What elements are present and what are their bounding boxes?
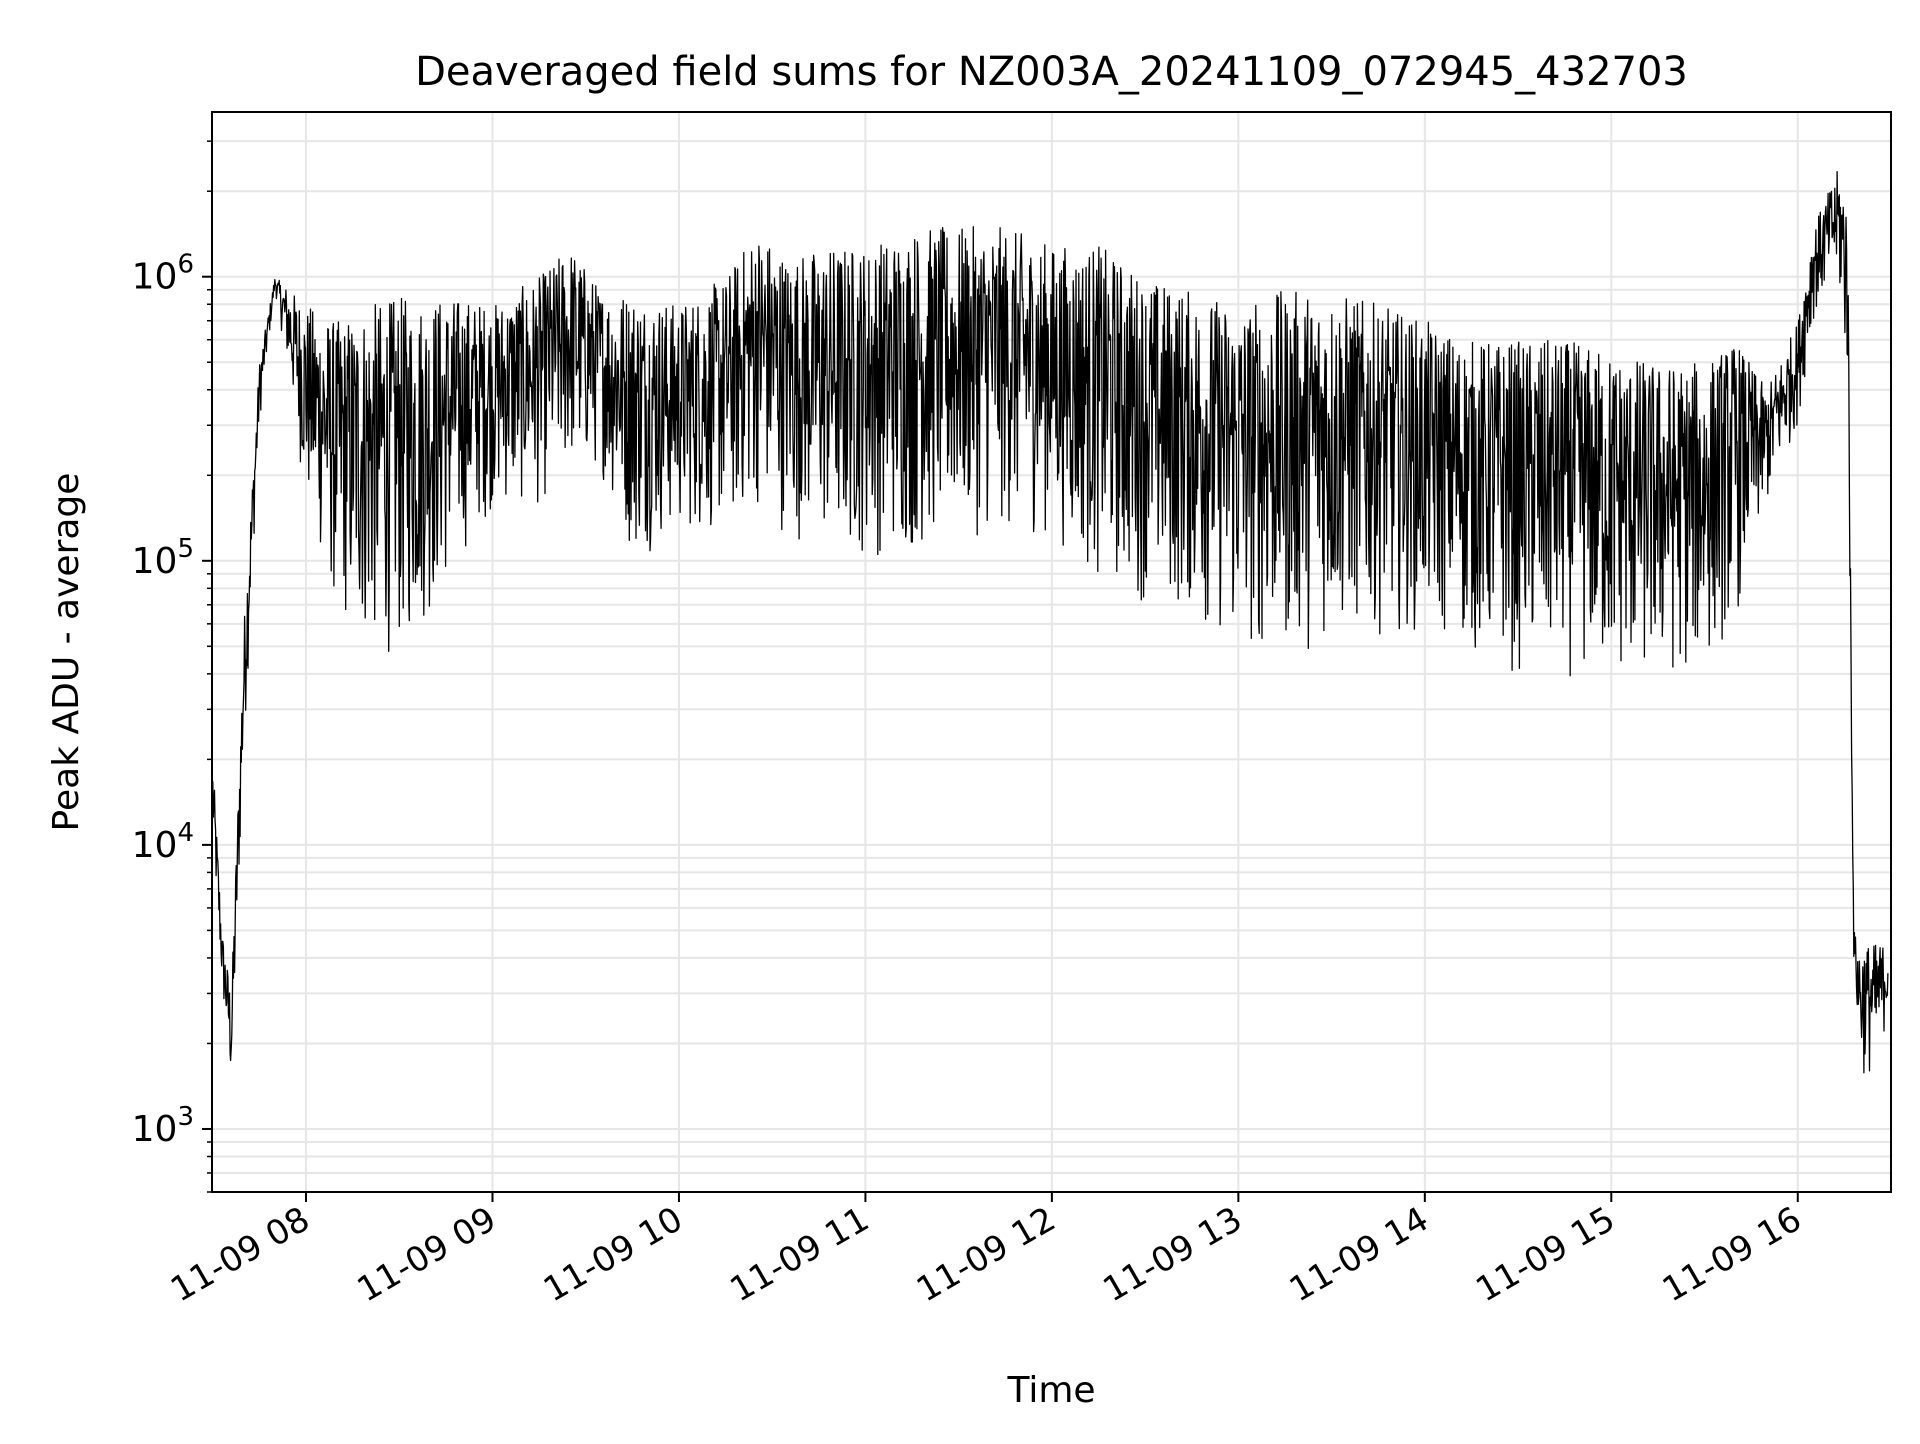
grid-layer — [212, 112, 1891, 1193]
y-tick-label: 106 — [132, 250, 194, 298]
x-tick-label: 11-09 12 — [910, 1199, 1062, 1310]
x-tick-label: 11-09 16 — [1656, 1199, 1808, 1310]
x-tick-label: 11-09 15 — [1469, 1199, 1621, 1310]
y-axis-label: Peak ADU - average — [46, 473, 87, 832]
x-tick-label: 11-09 10 — [537, 1199, 689, 1310]
x-tick-label: 11-09 09 — [351, 1199, 503, 1310]
data-layer — [212, 171, 1889, 1074]
x-axis-label: Time — [1006, 1370, 1095, 1411]
y-tick-label: 104 — [132, 818, 194, 866]
x-tick-label: 11-09 11 — [724, 1199, 876, 1310]
y-tick-label: 103 — [132, 1102, 194, 1150]
series-line — [212, 171, 1889, 1074]
chart-title: Deaveraged field sums for NZ003A_2024110… — [415, 49, 1688, 95]
x-tick-label: 11-09 14 — [1283, 1199, 1435, 1310]
x-tick-label: 11-09 08 — [164, 1199, 316, 1310]
x-tick-label: 11-09 13 — [1096, 1199, 1248, 1310]
y-tick-label: 105 — [132, 534, 194, 582]
